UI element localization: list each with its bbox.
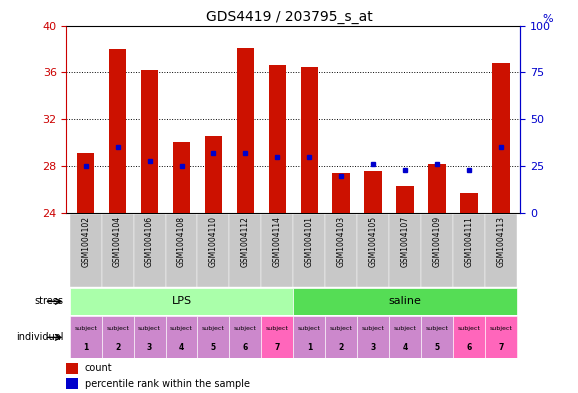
Text: stress: stress [35,296,64,307]
Bar [70,316,102,358]
Text: GDS4419 / 203795_s_at: GDS4419 / 203795_s_at [206,10,372,24]
Text: saline: saline [389,296,421,307]
Bar [365,171,382,213]
Bar [134,214,165,287]
Text: GSM1004114: GSM1004114 [273,217,282,267]
Text: 1: 1 [83,343,88,353]
Text: subject: subject [234,327,257,331]
Bar [453,214,485,287]
Bar [229,214,261,287]
Bar [77,153,94,213]
Text: subject: subject [425,327,449,331]
Text: 7: 7 [498,343,503,353]
Text: GSM1004110: GSM1004110 [209,217,218,267]
Bar [492,63,510,213]
Bar [66,363,78,374]
Text: 2: 2 [115,343,120,353]
Text: 5: 5 [435,343,440,353]
Text: subject: subject [490,327,513,331]
Bar [269,65,286,213]
Bar [389,214,421,287]
Text: subject: subject [202,327,225,331]
Text: subject: subject [170,327,193,331]
Text: GSM1004106: GSM1004106 [145,217,154,268]
Bar [421,214,453,287]
Bar [485,316,517,358]
Text: GSM1004113: GSM1004113 [497,217,506,267]
Text: 4: 4 [179,343,184,353]
Bar [357,316,389,358]
Text: individual: individual [16,332,64,342]
Bar [102,316,134,358]
Text: subject: subject [106,327,129,331]
Text: GSM1004102: GSM1004102 [81,217,90,267]
Bar [397,186,414,213]
Bar [460,193,478,213]
Bar [102,214,134,287]
Text: subject: subject [266,327,289,331]
Text: subject: subject [394,327,417,331]
Bar [165,316,198,358]
Bar [428,164,446,213]
Text: 3: 3 [370,343,376,353]
Bar [70,214,102,287]
Bar [205,136,222,213]
Text: 6: 6 [466,343,472,353]
Text: subject: subject [298,327,321,331]
Bar [261,316,294,358]
Bar [173,141,190,213]
Text: GSM1004111: GSM1004111 [465,217,473,267]
Bar [294,288,517,315]
Bar [294,214,325,287]
Text: LPS: LPS [172,296,191,307]
Bar [325,214,357,287]
Bar [198,214,229,287]
Bar [66,378,78,389]
Bar [453,316,485,358]
Text: 3: 3 [147,343,152,353]
Text: subject: subject [362,327,384,331]
Text: percentile rank within the sample: percentile rank within the sample [84,379,250,389]
Bar [332,173,350,213]
Bar [389,316,421,358]
Bar [325,316,357,358]
Text: subject: subject [138,327,161,331]
Bar [236,48,254,213]
Text: 7: 7 [275,343,280,353]
Bar [229,316,261,358]
Text: subject: subject [458,327,480,331]
Text: GSM1004107: GSM1004107 [401,217,410,268]
Bar [301,66,318,213]
Bar [134,316,165,358]
Text: GSM1004112: GSM1004112 [241,217,250,267]
Bar [261,214,294,287]
Text: 5: 5 [211,343,216,353]
Bar [198,316,229,358]
Text: 2: 2 [339,343,344,353]
Bar [485,214,517,287]
Text: subject: subject [330,327,353,331]
Bar [357,214,389,287]
Y-axis label: %: % [542,14,553,24]
Bar [165,214,198,287]
Bar [294,316,325,358]
Text: GSM1004104: GSM1004104 [113,217,122,268]
Text: GSM1004103: GSM1004103 [337,217,346,268]
Bar [421,316,453,358]
Bar [141,70,158,213]
Text: 1: 1 [307,343,312,353]
Text: count: count [84,364,112,373]
Bar [70,288,294,315]
Text: GSM1004108: GSM1004108 [177,217,186,267]
Text: subject: subject [74,327,97,331]
Text: 4: 4 [402,343,408,353]
Text: GSM1004109: GSM1004109 [432,217,442,268]
Text: GSM1004101: GSM1004101 [305,217,314,267]
Text: GSM1004105: GSM1004105 [369,217,377,268]
Text: 6: 6 [243,343,248,353]
Bar [109,49,127,213]
